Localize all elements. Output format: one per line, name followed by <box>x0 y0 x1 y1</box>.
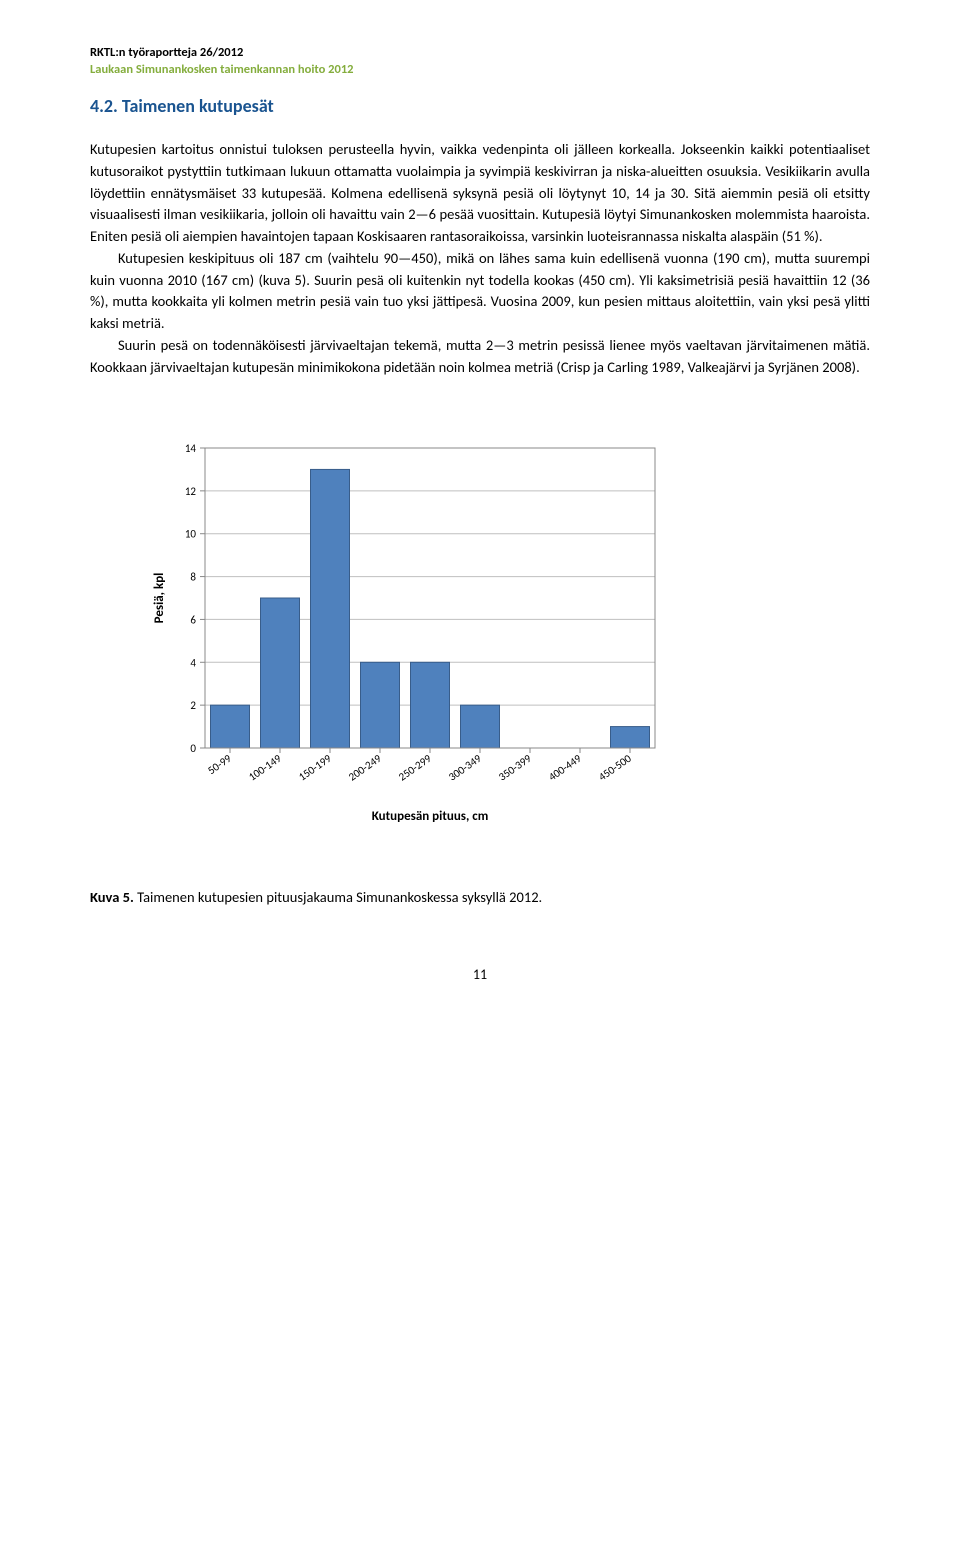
svg-text:150-199: 150-199 <box>296 752 334 784</box>
svg-text:Pesiä, kpl: Pesiä, kpl <box>152 573 167 624</box>
svg-text:8: 8 <box>190 571 196 584</box>
svg-text:300-349: 300-349 <box>446 752 484 784</box>
svg-text:2: 2 <box>190 699 196 712</box>
page-number: 11 <box>90 966 870 983</box>
header-report-series: RKTL:n työraportteja 26/2012 <box>90 45 870 60</box>
svg-text:100-149: 100-149 <box>246 752 284 784</box>
svg-text:250-299: 250-299 <box>396 752 434 784</box>
page-container: RKTL:n työraportteja 26/2012 Laukaan Sim… <box>0 0 960 1023</box>
body-paragraph-2: Kutupesien keskipituus oli 187 cm (vaiht… <box>90 248 870 335</box>
figure-caption: Kuva 5. Taimenen kutupesien pituusjakaum… <box>90 888 870 906</box>
body-paragraph-3: Suurin pesä on todennäköisesti järvivael… <box>90 335 870 379</box>
svg-text:450-500: 450-500 <box>596 752 634 784</box>
caption-label: Kuva 5. <box>90 888 134 906</box>
chart-container: 0 2 4 6 8 10 12 14 50-99 100-149 150-199 200-249 250… <box>145 428 870 848</box>
section-heading: 4.2. Taimenen kutupesät <box>90 95 870 117</box>
svg-text:12: 12 <box>185 485 197 498</box>
body-paragraph-1: Kutupesien kartoitus onnistui tuloksen p… <box>90 139 870 248</box>
svg-text:50-99: 50-99 <box>205 752 234 778</box>
svg-text:0: 0 <box>190 742 196 755</box>
bar-chart: 0 2 4 6 8 10 12 14 50-99 100-149 150-199 200-249 250… <box>145 428 690 848</box>
svg-text:400-449: 400-449 <box>546 752 584 784</box>
svg-text:6: 6 <box>190 614 196 627</box>
caption-text: Taimenen kutupesien pituusjakauma Simuna… <box>134 888 542 906</box>
svg-text:Kutupesän pituus, cm: Kutupesän pituus, cm <box>372 809 489 824</box>
svg-text:200-249: 200-249 <box>346 752 384 784</box>
svg-text:14: 14 <box>185 442 197 455</box>
svg-text:10: 10 <box>185 528 197 541</box>
header-report-title: Laukaan Simunankosken taimenkannan hoito… <box>90 62 870 77</box>
svg-text:4: 4 <box>190 657 196 670</box>
svg-text:350-399: 350-399 <box>496 752 534 784</box>
